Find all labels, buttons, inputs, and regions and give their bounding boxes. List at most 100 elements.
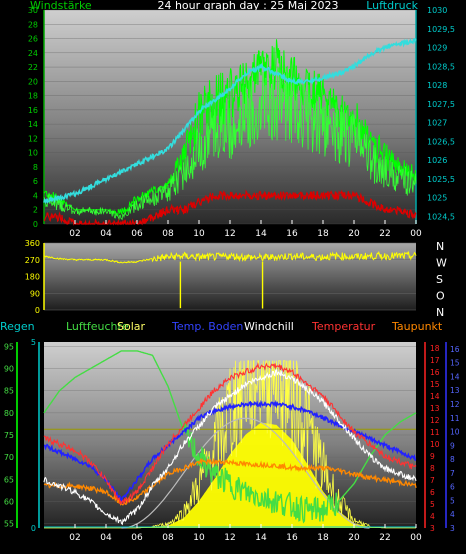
pressure-axis-tick-label: 1029: [427, 44, 447, 53]
dewpoint-series-line: [43, 457, 417, 506]
humidity-axis-tick-label: 60: [4, 497, 14, 506]
wind-axis-tick-label: 18: [28, 92, 38, 101]
direction-axis-tick-label: 180: [25, 273, 40, 282]
temperature-axis-tick-label: 14: [430, 392, 440, 401]
legend-windchill: Windchill: [244, 320, 294, 333]
wind-axis-tick-label: 0: [33, 220, 38, 229]
compass-label: O: [436, 290, 445, 303]
wind-series-line: [43, 66, 417, 221]
compass-label: S: [436, 273, 443, 286]
temperature-axis-tick-label: 8: [430, 464, 435, 473]
wind-x-axis-tick-label: 02: [69, 229, 80, 239]
wind-axis-tick-label: 8: [33, 163, 38, 172]
legend-dewpoint: Taupunkt: [391, 320, 443, 333]
humidity-series-line: [43, 350, 417, 524]
climate-x-axis-tick-label: 06: [131, 533, 143, 543]
climate-x-axis-tick-label: 16: [286, 533, 298, 543]
compass-label: N: [436, 306, 444, 319]
direction-axis-tick-label: 0: [35, 306, 40, 315]
ground-temp-axis-tick-label: 3: [450, 524, 455, 533]
rain-axis-tick-label: 0: [31, 524, 36, 533]
humidity-axis-tick-label: 55: [4, 520, 14, 529]
ground-temp-axis-tick-label: 8: [450, 455, 455, 464]
temperature-axis-tick-label: 5: [430, 500, 435, 509]
wind-x-axis-tick-label: 14: [255, 229, 267, 239]
direction-series-line: [43, 250, 417, 264]
wind-axis-tick-label: 4: [33, 191, 38, 200]
compass-label: N: [436, 240, 444, 253]
climate-x-axis-tick-label: 02: [69, 533, 80, 543]
pressure-axis-title: Luftdruck: [366, 0, 418, 12]
climate-x-axis-tick-label: 12: [224, 533, 235, 543]
climate-x-axis-tick-label: 00: [410, 533, 422, 543]
wind-x-axis-tick-label: 20: [348, 229, 360, 239]
legend-humidity: Luftfeuchte: [66, 320, 129, 333]
wind-axis-tick-label: 22: [28, 63, 38, 72]
pressure-axis-tick-label: 1027: [427, 119, 447, 128]
wind-x-axis-tick-label: 00: [410, 229, 422, 239]
climate-x-axis-tick-label: 04: [100, 533, 112, 543]
ground-temp-axis-tick-label: 7: [450, 469, 455, 478]
pressure-axis-tick-label: 1028,5: [427, 62, 455, 71]
temperature-axis-tick-label: 9: [430, 452, 435, 461]
temperature-axis-tick-label: 4: [430, 512, 435, 521]
wind-pressure-chart: 0246810121416182022242628301024,51025102…: [28, 6, 455, 239]
wind-x-axis-tick-label: 08: [162, 229, 174, 239]
wind-x-axis-tick-label: 12: [224, 229, 235, 239]
legend-ground-temp: Temp. Boden: [171, 320, 243, 333]
wind-x-axis-tick-label: 06: [131, 229, 143, 239]
pressure-axis-tick-label: 1026: [427, 156, 447, 165]
climate-x-axis-tick-label: 18: [317, 533, 329, 543]
ground-temp-axis-tick-label: 16: [450, 345, 460, 354]
climate-x-axis-tick-label: 20: [348, 533, 360, 543]
humidity-axis-tick-label: 70: [4, 453, 14, 462]
wind-axis-tick-label: 20: [28, 77, 38, 86]
temperature-axis-tick-label: 12: [430, 416, 440, 425]
ground-temp-axis-tick-label: 13: [450, 386, 460, 395]
wind-axis-tick-label: 12: [28, 134, 38, 143]
ground-temp-axis-tick-label: 14: [450, 372, 460, 381]
ground-temp-axis-tick-label: 10: [450, 428, 460, 437]
wind-axis-tick-label: 2: [33, 206, 38, 215]
humidity-axis-tick-label: 95: [4, 342, 14, 351]
direction-axis-tick-label: 270: [25, 256, 40, 265]
legend-rain: Regen: [0, 320, 35, 333]
temperature-axis-tick-label: 16: [430, 368, 440, 377]
ground-temp-axis-tick-label: 11: [450, 414, 460, 423]
humidity-axis-tick-label: 65: [4, 475, 14, 484]
pressure-axis-tick-label: 1030: [427, 6, 447, 15]
climate-x-axis-tick-label: 08: [162, 533, 174, 543]
direction-axis-tick-label: 90: [30, 289, 40, 298]
temperature-axis-tick-label: 17: [430, 356, 440, 365]
temperature-axis-tick-label: 15: [430, 380, 440, 389]
ground-temp-axis-tick-label: 12: [450, 400, 460, 409]
humidity-axis-tick-label: 75: [4, 431, 14, 440]
humidity-axis-tick-label: 85: [4, 387, 14, 396]
legend-temperature: Temperatur: [311, 320, 376, 333]
wind-axis-title: Windstärke: [30, 0, 92, 12]
pressure-axis-tick-label: 1024,5: [427, 212, 455, 221]
wind-axis-tick-label: 10: [28, 149, 38, 158]
gust-series-line: [43, 39, 417, 216]
pressure-axis-tick-label: 1029,5: [427, 25, 455, 34]
temperature-axis-tick-label: 11: [430, 428, 440, 437]
wind-x-axis-tick-label: 18: [317, 229, 329, 239]
wind-x-axis-tick-label: 16: [286, 229, 298, 239]
temperature-axis-tick-label: 6: [430, 488, 435, 497]
humidity-axis-tick-label: 90: [4, 365, 14, 374]
pressure-axis-tick-label: 1026,5: [427, 137, 455, 146]
wind-x-axis-tick-label: 04: [100, 229, 112, 239]
climate-x-axis-tick-label: 22: [379, 533, 390, 543]
compass-label: W: [436, 257, 447, 270]
ground-temp-axis-tick-label: 9: [450, 441, 455, 450]
wind-x-axis-tick-label: 10: [193, 229, 205, 239]
pressure-axis-tick-label: 1027,5: [427, 100, 455, 109]
wind-axis-tick-label: 24: [28, 49, 38, 58]
wind-axis-tick-label: 14: [28, 120, 38, 129]
climate-x-axis-tick-label: 10: [193, 533, 205, 543]
rain-axis-tick-label: 5: [31, 338, 36, 347]
wind-axis-tick-label: 6: [33, 177, 38, 186]
